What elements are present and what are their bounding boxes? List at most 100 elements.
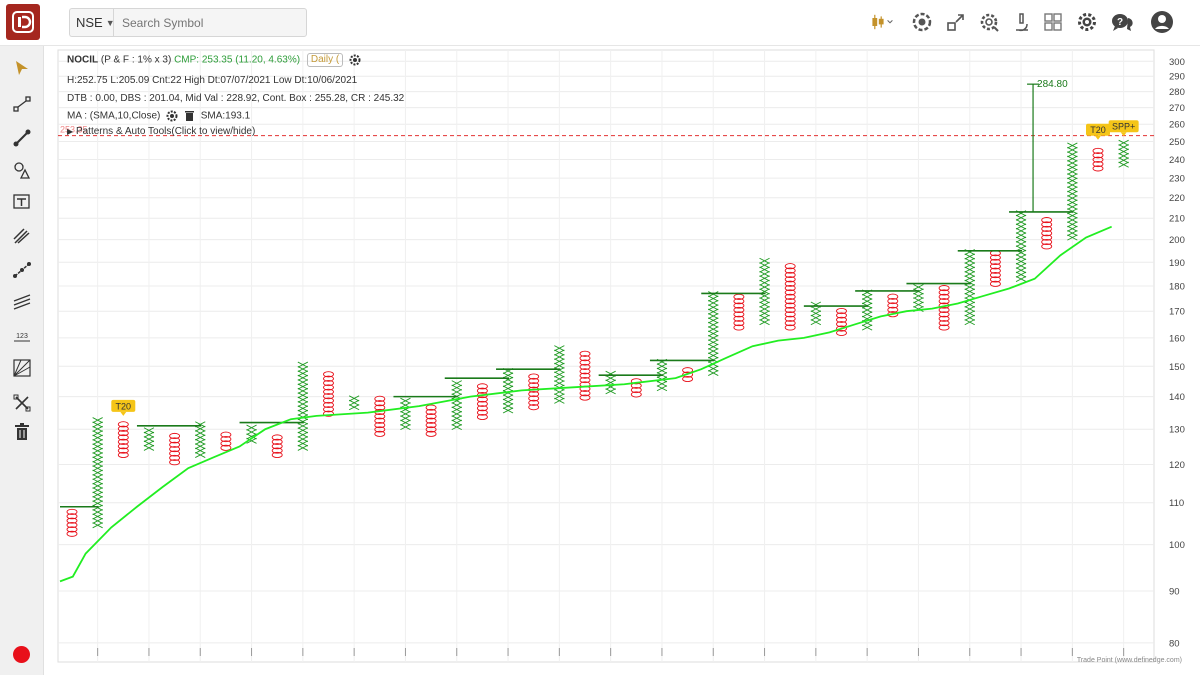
x-box [861,293,873,300]
microscope-icon[interactable] [1010,10,1034,34]
user-account-icon[interactable] [1150,10,1174,34]
exchange-select[interactable]: NSE ▼ [69,8,115,37]
cross-tool-icon[interactable] [10,391,34,415]
x-box [246,429,257,436]
x-column [297,361,309,451]
chat-help-icon[interactable]: ? [1110,10,1134,34]
x-box [656,385,668,392]
x-box [92,443,103,450]
o-box [1041,238,1053,246]
y-tick-label: 200 [1169,235,1185,246]
y-tick-label: 270 [1169,103,1185,114]
o-column [989,250,1001,287]
o-box [1092,156,1104,163]
x-box [708,369,719,376]
trendline-icon[interactable] [10,126,34,150]
o-column [220,431,232,451]
x-column [143,427,155,451]
o-box [323,406,334,413]
x-box [92,500,103,507]
expand-arrows-icon[interactable] [944,10,968,34]
y-tick-label: 190 [1169,258,1185,269]
svg-text:?: ? [1117,17,1123,28]
fib-fan-icon[interactable] [10,356,34,380]
play-triangle-icon: ▶ [67,127,74,136]
patterns-toggle[interactable]: ▶ Patterns & Auto Tools(Click to view/hi… [67,126,255,137]
x-box [92,469,103,476]
search-input[interactable] [113,8,307,37]
measure-icon[interactable]: 123 [10,324,34,348]
x-box [554,380,565,387]
timeframe-select[interactable]: Daily ( [306,53,344,67]
pnf-chart[interactable]: 80 90 100 110 120 130 140 150 160 170 180 190 200 210… [44,46,1200,675]
ma-row: MA : (SMA,10,Close) SMA:193.1 [67,110,250,122]
o-box [989,254,1001,261]
x-box [502,398,514,405]
x-box [92,460,103,467]
x-box [297,370,309,377]
settings-scan-icon[interactable] [977,10,1001,34]
o-column [271,434,283,459]
o-box [425,417,437,424]
o-box [733,306,745,314]
x-box [1067,155,1078,162]
y-tick-label: 210 [1169,214,1185,225]
gear-replay-icon[interactable] [910,10,934,34]
o-box [476,396,488,403]
o-box [579,390,591,397]
x-box [1118,139,1129,146]
o-box [220,436,232,443]
polyline-icon[interactable] [10,258,34,282]
o-box [374,413,386,420]
x-box [1015,227,1027,234]
parallel-channel-icon[interactable] [10,290,34,314]
x-box [92,417,103,424]
pitchfork-icon[interactable] [10,224,34,248]
x-box [502,372,514,379]
shape-tool-icon[interactable] [10,158,34,182]
app-logo[interactable] [6,4,40,40]
svg-text:123: 123 [16,333,28,340]
o-box [938,324,950,331]
x-box [92,421,103,428]
text-box-icon[interactable] [10,190,34,214]
layout-grid-icon[interactable] [1041,10,1065,34]
plot-area [57,49,1155,663]
trash-icon[interactable] [10,420,34,444]
x-box [195,434,206,441]
ma-settings-gear-icon[interactable] [166,110,178,122]
x-box [759,301,770,308]
o-box [836,307,847,315]
x-box [1118,152,1129,159]
o-box [169,459,181,466]
x-box [810,305,822,312]
x-box [554,349,565,356]
line-tool-icon[interactable] [10,92,34,116]
x-box [143,436,155,443]
x-box [554,393,565,400]
y-tick-label: 180 [1169,282,1185,293]
exchange-label: NSE [76,15,103,30]
x-box [195,430,206,437]
o-box [117,451,129,459]
x-box [92,447,103,454]
o-column [579,350,591,401]
x-box [451,419,462,426]
settings-gear-icon[interactable] [1075,10,1099,34]
o-box [117,438,129,445]
record-button[interactable] [13,646,30,663]
candlestick-chart-icon[interactable] [870,10,894,34]
x-box [297,392,309,399]
x-box [1067,203,1078,210]
x-box [400,415,411,422]
ma-label: MA : (SMA,10,Close) [67,110,161,122]
o-box [989,280,1001,287]
pointer-arrow-icon[interactable] [10,56,34,80]
pattern-tag-box [1086,123,1110,136]
chart-settings-gear-icon[interactable] [349,54,361,66]
o-box [630,378,642,385]
o-box [784,311,796,318]
o-column [784,263,796,331]
ma-delete-trash-icon[interactable] [184,110,195,122]
x-box [554,358,565,365]
